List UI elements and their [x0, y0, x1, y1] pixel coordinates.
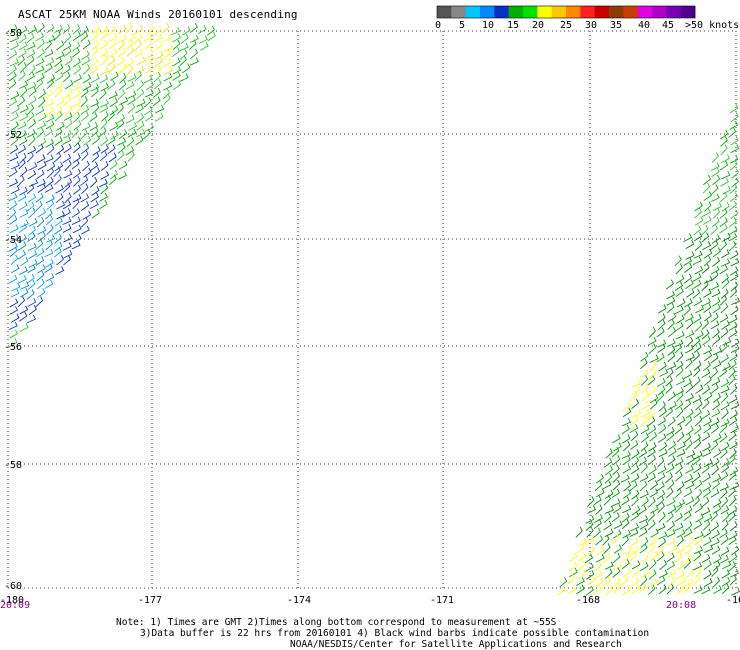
- legend-swatch: [494, 6, 509, 18]
- lat-label: -60: [4, 581, 22, 592]
- legend-swatch: [580, 6, 595, 18]
- legend-swatch: [594, 6, 610, 18]
- legend-label: 45: [662, 20, 675, 31]
- legend-swatch: [480, 6, 495, 18]
- lon-label: -177: [138, 595, 162, 606]
- legend-color-bar: [436, 5, 696, 19]
- legend-swatch: [609, 6, 624, 18]
- lat-label: -58: [4, 460, 22, 471]
- legend-swatch: [508, 6, 524, 18]
- lat-label: -56: [4, 342, 22, 353]
- legend-label: 30: [585, 20, 598, 31]
- lat-label: -52: [4, 130, 22, 141]
- legend-swatch: [537, 6, 552, 18]
- legend-swatch: [451, 6, 466, 18]
- legend-swatch: [666, 6, 681, 18]
- legend-label: 25: [560, 20, 573, 31]
- legend-label: 40: [638, 20, 651, 31]
- map-grid: [7, 30, 737, 589]
- lon-label: -171: [430, 595, 454, 606]
- legend-swatch: [680, 6, 696, 18]
- note-line-1: Note: 1) Times are GMT 2)Times along bot…: [116, 617, 557, 628]
- legend-swatch: [437, 6, 452, 18]
- legend-swatch: [551, 6, 567, 18]
- map-title: ASCAT 25KM NOAA Winds 20160101 descendin…: [18, 8, 298, 21]
- time-label-left: 20:09: [0, 600, 30, 611]
- legend-label: 20: [532, 20, 545, 31]
- wind-barbs: [8, 22, 740, 596]
- legend-swatch: [623, 6, 638, 18]
- lon-label: -180: [0, 595, 24, 606]
- lat-label: -54: [4, 235, 22, 246]
- credit-line: NOAA/NESDIS/Center for Satellite Applica…: [290, 639, 622, 650]
- legend-swatch: [523, 6, 538, 18]
- legend-swatch: [465, 6, 481, 18]
- legend-label: 10: [482, 20, 495, 31]
- time-label-right: 20:08: [666, 600, 696, 611]
- note-line-2: 3)Data buffer is 22 hrs from 20160101 4)…: [140, 628, 650, 639]
- legend-swatch: [652, 6, 667, 18]
- lon-label: -174: [287, 595, 311, 606]
- legend-swatch: [566, 6, 581, 18]
- legend-label: 0: [435, 20, 442, 31]
- legend-label: >50 knots: [685, 20, 740, 31]
- legend-swatch: [637, 6, 653, 18]
- lon-label: -16: [726, 595, 740, 606]
- legend-label: 5: [459, 20, 466, 31]
- legend-label: 15: [507, 20, 520, 31]
- lon-label: -168: [576, 595, 600, 606]
- lat-label: -50: [4, 28, 22, 39]
- legend-label: 35: [610, 20, 623, 31]
